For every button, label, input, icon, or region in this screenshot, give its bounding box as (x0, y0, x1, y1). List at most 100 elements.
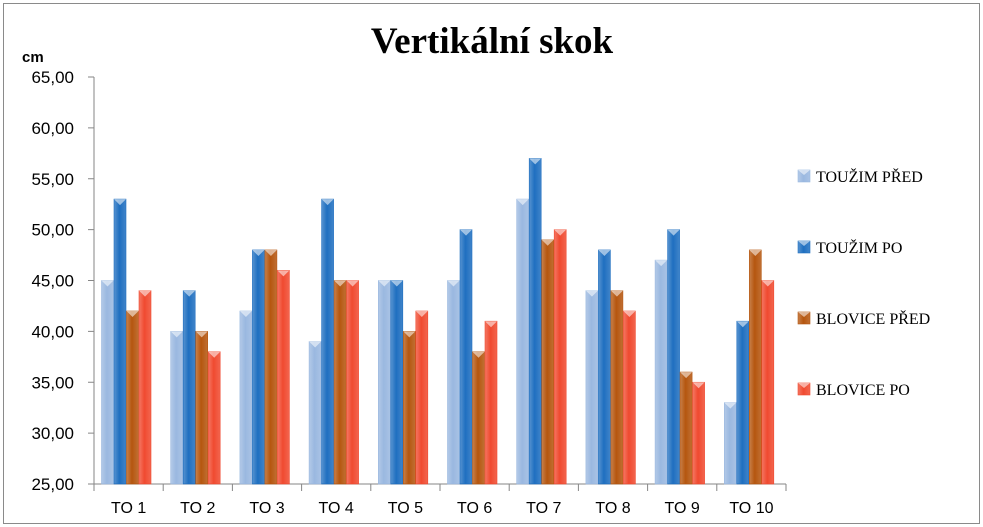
bar-to1-series-4 (138, 290, 152, 485)
legend-swatch-bevel (798, 241, 810, 246)
bar-to10-series-2 (736, 320, 750, 485)
bar-bevel-highlight (378, 280, 391, 287)
bar-to5-series-2 (390, 280, 404, 485)
bar-bevel-highlight (346, 280, 359, 287)
bar-bevel-highlight (170, 331, 183, 338)
bar-bevel-highlight (623, 311, 636, 318)
y-tick-label: 25,00 (31, 475, 74, 494)
bar-to2-series-2 (182, 290, 196, 485)
legend: TOUŽIM PŘED TOUŽIM PO BLOVICE PŘED BLOVICE … (797, 167, 930, 399)
y-tick-label: 55,00 (31, 170, 74, 189)
bar-to9-series-4 (692, 381, 705, 485)
legend-label: BLOVICE PŘED (816, 309, 930, 328)
legend-swatch-bevel (798, 312, 810, 317)
bar-to8-series-3 (610, 290, 624, 485)
x-category-label: TO 6 (457, 500, 492, 517)
bar-bevel-highlight (598, 249, 611, 256)
bar-bevel-highlight (655, 260, 668, 267)
bar-bevel-highlight (749, 249, 762, 256)
x-category-label: TO 8 (595, 500, 630, 517)
bar-to7-series-4 (553, 229, 567, 485)
bar-bevel-highlight (585, 290, 598, 297)
legend-label: TOUŽIM PO (816, 238, 902, 257)
bar-bevel-highlight (195, 331, 208, 338)
bar-bevel-highlight (126, 311, 139, 318)
bar-to2-series-4 (207, 351, 221, 485)
x-category-label: TO 9 (665, 500, 700, 517)
bar-to4-series-2 (321, 198, 334, 485)
y-tick-label: 35,00 (31, 373, 74, 392)
bar-bevel-highlight (208, 351, 221, 358)
bar-bevel-highlight (321, 199, 334, 206)
bar-to4-series-1 (308, 341, 322, 485)
bar-to9-series-1 (654, 259, 668, 485)
axes: 25,00 30,00 35,00 40,00 45,00 50,00 55,00 60,00… (31, 68, 787, 517)
legend-label: TOUŽIM PŘED (816, 167, 923, 186)
bar-to1-series-3 (126, 310, 139, 485)
x-category-label: TO 3 (249, 500, 284, 517)
bar-to3-series-3 (264, 249, 278, 485)
bar-bevel-highlight (447, 280, 460, 287)
bar-to5-series-4 (415, 310, 429, 485)
bar-bevel-highlight (403, 331, 416, 338)
bar-bevel-highlight (334, 280, 347, 287)
bar-bevel-highlight (114, 199, 126, 206)
bar-to7-series-2 (528, 158, 542, 485)
chart-frame: Vertikální skok cm 25,00 30,00 35,00 40,00 4… (3, 3, 980, 524)
x-category-label: TO 4 (319, 500, 354, 517)
bar-to1-series-1 (101, 280, 114, 485)
bar-bevel-highlight (101, 280, 114, 287)
y-tick-label: 60,00 (31, 119, 74, 138)
bar-to4-series-4 (346, 280, 359, 485)
bar-bevel-highlight (460, 229, 472, 236)
bar-bevel-highlight (554, 229, 567, 236)
bar-bevel-highlight (264, 249, 277, 256)
legend-swatch-bevel (798, 383, 810, 388)
x-category-label: TO 1 (111, 500, 146, 517)
bar-to6-series-1 (447, 280, 460, 485)
legend-label: BLOVICE PO (816, 382, 910, 399)
bar-to7-series-3 (541, 239, 555, 485)
bar-bevel-highlight (667, 229, 680, 236)
bar-bevel-highlight (541, 239, 554, 246)
bar-to3-series-4 (277, 270, 290, 485)
bar-to3-series-2 (252, 249, 265, 485)
y-tick-label: 65,00 (31, 68, 74, 87)
bar-to3-series-1 (239, 310, 253, 485)
bar-to8-series-2 (598, 249, 611, 485)
bar-to6-series-4 (484, 320, 498, 485)
x-category-label: TO 10 (729, 500, 773, 517)
legend-swatch-bevel (798, 170, 810, 175)
bar-bevel-highlight (183, 290, 196, 297)
bar-to8-series-4 (623, 310, 636, 485)
vertical-jump-chart: Vertikální skok cm 25,00 30,00 35,00 40,00 4… (22, 21, 930, 517)
bar-to10-series-1 (723, 402, 737, 485)
bar-to5-series-1 (377, 280, 391, 485)
bar-bevel-highlight (252, 249, 265, 256)
bar-bevel-highlight (736, 321, 749, 328)
bar-to7-series-1 (516, 198, 530, 485)
y-tick-label: 50,00 (31, 221, 74, 240)
x-category-label: TO 2 (180, 500, 215, 517)
y-axis-unit-label: cm (22, 49, 44, 66)
bar-to2-series-3 (195, 331, 208, 485)
bar-bevel-highlight (610, 290, 623, 297)
y-tick-label: 45,00 (31, 272, 74, 291)
y-tick-label: 30,00 (31, 424, 74, 443)
bar-to6-series-2 (459, 229, 473, 485)
bar-to10-series-3 (748, 249, 762, 485)
chart-title: Vertikální skok (371, 21, 614, 62)
bar-bevel-highlight (277, 270, 290, 277)
bar-bevel-highlight (692, 382, 705, 389)
bar-bevel-highlight (472, 351, 485, 358)
bar-bevel-highlight (239, 311, 252, 318)
bar-to9-series-3 (679, 371, 693, 485)
bar-bevel-highlight (309, 341, 322, 348)
bar-bevel-highlight (516, 199, 529, 206)
bar-to6-series-3 (472, 351, 485, 485)
bar-to8-series-1 (585, 290, 599, 485)
bar-bevel-highlight (139, 290, 151, 297)
bar-to5-series-3 (402, 331, 416, 485)
y-tick-label: 40,00 (31, 322, 74, 341)
bar-to10-series-4 (761, 280, 775, 485)
